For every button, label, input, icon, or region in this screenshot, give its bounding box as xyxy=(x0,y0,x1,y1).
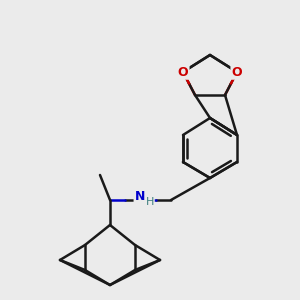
Text: O: O xyxy=(178,65,188,79)
Text: O: O xyxy=(232,65,242,79)
Text: N: N xyxy=(135,190,145,203)
Text: H: H xyxy=(146,197,154,207)
